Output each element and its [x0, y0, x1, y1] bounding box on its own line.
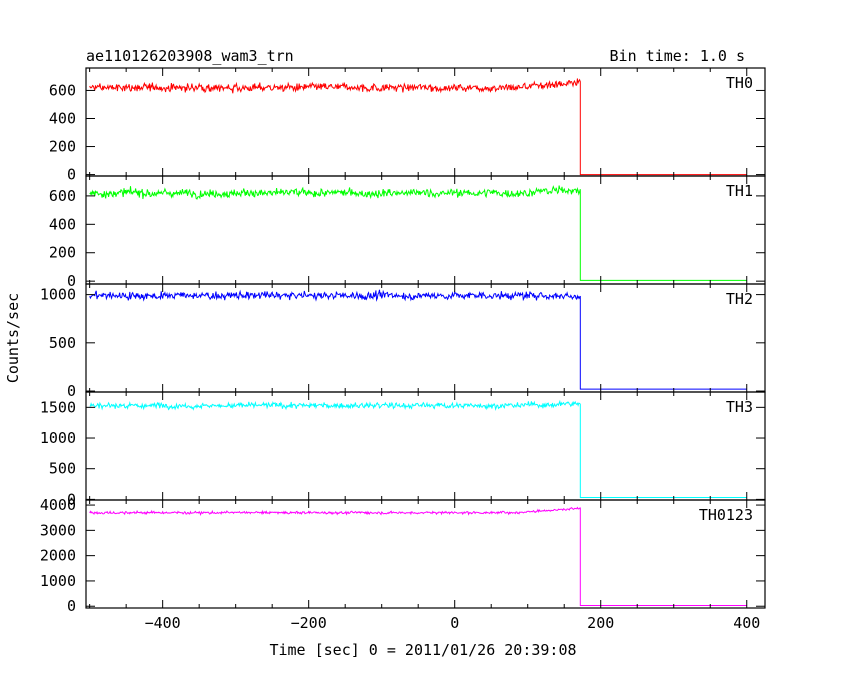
y-tick-label: 0: [67, 272, 76, 290]
series-line-th0123: [89, 506, 747, 606]
x-tick-label: −200: [291, 614, 327, 632]
y-tick-label: 500: [49, 334, 76, 352]
panel-label-th0123: TH0123: [699, 506, 753, 524]
x-axis-label: Time [sec] 0 = 2011/01/26 20:39:08: [269, 641, 576, 659]
y-tick-label: 0: [67, 166, 76, 184]
y-tick-label: 0: [67, 490, 76, 508]
panel-label-th0: TH0: [726, 74, 753, 92]
series-line-th1: [89, 185, 747, 281]
bin-time-label: Bin time: 1.0 s: [610, 47, 745, 65]
y-tick-label: 1000: [40, 429, 76, 447]
y-tick-label: 2000: [40, 547, 76, 565]
y-tick-label: 1000: [40, 286, 76, 304]
y-tick-label: 4000: [40, 496, 76, 514]
y-tick-label: 1500: [40, 398, 76, 416]
panel-frame-th3: [85, 391, 766, 501]
panel-label-th2: TH2: [726, 290, 753, 308]
series-line-th0: [89, 78, 747, 176]
y-tick-label: 400: [49, 215, 76, 233]
y-tick-label: 3000: [40, 521, 76, 539]
y-tick-label: 200: [49, 244, 76, 262]
series-line-th3: [89, 399, 747, 498]
y-tick-label: 600: [49, 187, 76, 205]
y-tick-label: 500: [49, 460, 76, 478]
panel-frame-th0123: [85, 499, 766, 609]
panels-group: 0 200 400 600 TH0 0 200 400 600 TH1 0 500 1000 TH2 0 50…: [40, 67, 766, 632]
x-tick-label: 200: [587, 614, 614, 632]
panel-frame-th1: [85, 175, 766, 285]
x-tick-label: 0: [450, 614, 459, 632]
panel-label-th1: TH1: [726, 182, 753, 200]
series-line-th2: [89, 289, 747, 390]
y-tick-label: 0: [67, 597, 76, 615]
y-tick-label: 400: [49, 109, 76, 127]
y-tick-label: 1000: [40, 572, 76, 590]
y-axis-label: Counts/sec: [4, 293, 22, 383]
y-tick-label: 200: [49, 138, 76, 156]
chart-title: ae110126203908_wam3_trn: [86, 47, 294, 65]
panel-label-th3: TH3: [726, 398, 753, 416]
x-tick-label: 400: [733, 614, 760, 632]
panel-frame-th2: [85, 283, 766, 393]
y-tick-label: 600: [49, 81, 76, 99]
y-tick-label: 0: [67, 382, 76, 400]
x-tick-label: −400: [145, 614, 181, 632]
